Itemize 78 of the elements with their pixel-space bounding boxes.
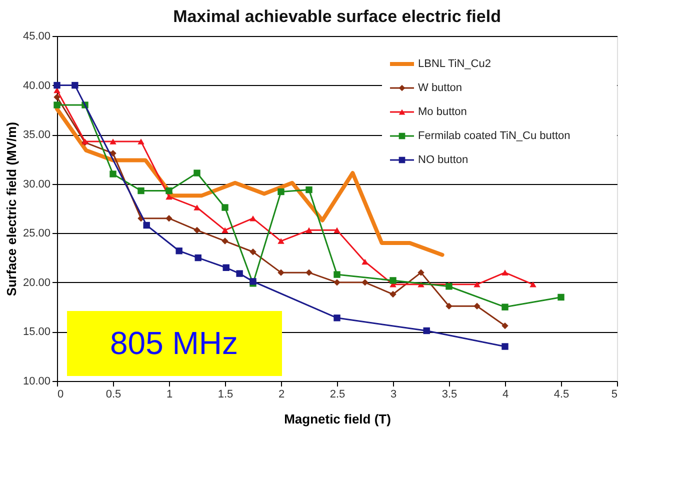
point — [502, 270, 508, 276]
point — [138, 138, 144, 144]
point — [278, 188, 284, 196]
y-tick-label: 40.00 — [22, 80, 50, 92]
point — [390, 277, 396, 284]
point — [418, 269, 424, 276]
legend-label: Mo button — [418, 106, 467, 118]
point — [138, 187, 144, 194]
point — [446, 302, 452, 310]
point — [222, 204, 228, 211]
point — [502, 322, 508, 330]
point — [166, 194, 172, 200]
point — [390, 290, 396, 298]
point — [334, 227, 340, 234]
legend-label: LBNL TiN_Cu2 — [418, 58, 491, 70]
point — [423, 327, 430, 334]
y-axis-title: Surface electric field (MV/m) — [4, 122, 19, 296]
point — [222, 264, 230, 271]
y-tick-label: 15.00 — [22, 326, 50, 338]
x-tick-label: 0 — [58, 388, 64, 400]
y-tick-label: 20.00 — [22, 276, 50, 289]
point — [110, 150, 116, 157]
y-tick-label: 25.00 — [22, 228, 50, 240]
point — [176, 248, 182, 254]
point — [362, 279, 368, 286]
point — [334, 271, 340, 278]
y-tick-label: 45.00 — [22, 30, 50, 42]
point — [194, 204, 200, 210]
point — [334, 279, 340, 286]
point — [250, 248, 256, 256]
x-tick-label: 2 — [278, 388, 285, 400]
legend-label: W button — [418, 82, 462, 94]
point — [502, 304, 508, 310]
point — [166, 215, 172, 222]
point — [222, 227, 228, 234]
point — [362, 258, 368, 265]
x-tick-label: 2.5 — [330, 388, 346, 400]
point — [306, 269, 312, 276]
point — [278, 238, 284, 244]
point — [54, 94, 60, 100]
point — [446, 283, 452, 290]
x-tick-label: 3 — [390, 388, 397, 400]
y-tick-label: 30.00 — [22, 178, 50, 190]
x-tick-label: 4.5 — [554, 388, 570, 400]
point — [72, 82, 78, 89]
point — [110, 170, 116, 178]
x-axis-title: Magnetic field (T) — [284, 412, 391, 426]
y-tick-label: 35.00 — [22, 129, 50, 142]
x-tick-label: 1.5 — [218, 388, 234, 400]
legend-label: Fermilab coated TiN_Cu button — [418, 130, 570, 142]
point — [143, 222, 150, 229]
point — [110, 138, 116, 144]
x-tick-label: 1 — [166, 388, 173, 400]
point — [194, 226, 200, 234]
point — [278, 269, 284, 276]
x-tick-label: 3.5 — [442, 388, 458, 400]
point — [166, 187, 172, 194]
point — [194, 254, 202, 262]
x-tick-label: 0.5 — [106, 388, 122, 400]
point — [474, 302, 480, 310]
legend-label: NO button — [418, 154, 468, 166]
point — [474, 281, 480, 288]
point — [250, 215, 256, 222]
point — [194, 170, 200, 176]
chart-title: Maximal achievable surface electric field — [173, 7, 501, 26]
x-tick-label: 4 — [502, 388, 509, 400]
x-tick-label: 5 — [611, 388, 618, 400]
y-tick-label: 10.00 — [22, 376, 50, 388]
point — [502, 343, 508, 350]
point — [236, 270, 243, 277]
point — [334, 314, 340, 322]
point — [530, 281, 536, 288]
point — [306, 227, 312, 234]
annotation: 805 MHz — [110, 325, 238, 361]
point — [54, 102, 60, 108]
point — [558, 294, 564, 301]
point — [222, 238, 228, 244]
point — [306, 186, 312, 194]
